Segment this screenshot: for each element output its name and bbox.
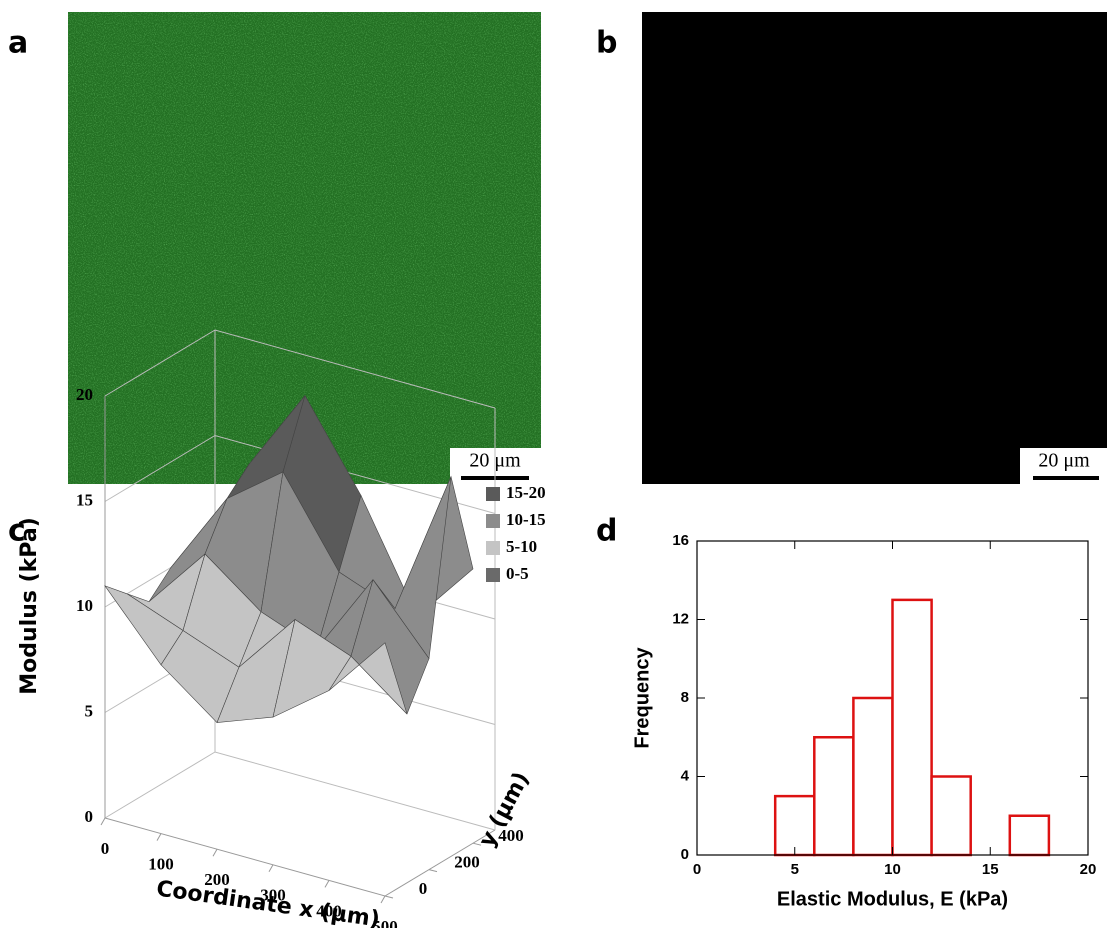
legend-swatch [486,568,500,582]
y-tick-label: 8 [681,689,689,706]
y-axis-label: Frequency [631,647,653,749]
x-tick-label: 500 [372,917,398,928]
tick-mark [100,817,106,826]
panel-label: c [8,514,26,549]
x-tick-label: 0 [693,861,701,878]
tick-mark [212,848,218,857]
z-tick-label: 5 [85,701,94,720]
x-tick-label: 5 [791,861,799,878]
scale-bar-label: 20 μm [1038,450,1090,472]
z-tick-label: 15 [76,490,93,509]
surface-patch [328,642,408,715]
legend-label: 15-20 [506,483,546,502]
scale-bar [1033,476,1099,480]
axis-line [384,829,496,897]
bar [930,775,972,857]
y-tick-label: 4 [681,767,690,784]
legend-label: 10-15 [506,510,546,529]
x-tick-label: 15 [982,861,999,878]
x-tick-label: 400 [316,901,342,920]
tick-mark [268,864,274,873]
tick-mark [156,833,162,841]
x-tick-label: 20 [1080,861,1097,878]
bar [891,598,933,857]
z-tick-label: 0 [85,807,94,826]
x-tick-label: 300 [260,886,286,905]
bar [773,794,816,857]
panel-label: a [8,26,28,61]
grid-line [104,751,496,831]
legend-swatch [486,514,500,528]
x-tick-label: 0 [101,839,110,858]
legend-label: 0-5 [506,564,529,583]
y-tick-label: 400 [498,826,524,845]
tick-mark [380,895,386,904]
x-axis-label: Elastic Modulus, E (kPa) [777,888,1008,910]
bar [852,696,894,857]
panel-label: b [596,26,617,61]
legend-swatch [486,487,500,501]
y-tick-label: 0 [681,846,689,863]
tick-mark [384,895,394,899]
panel-label: d [596,514,617,549]
x-tick-label: 100 [148,855,174,874]
z-tick-label: 10 [76,596,93,615]
y-tick-label: 200 [454,853,480,872]
axis-line [104,817,386,897]
tick-mark [428,869,438,873]
tick-mark [324,880,330,888]
bar [1008,814,1051,857]
fluorescence-image [642,12,1107,484]
z-tick-label: 20 [76,385,93,404]
x-tick-label: 10 [884,861,901,878]
z-axis-label: Modulus (kPa) [17,517,42,695]
y-tick-label: 0 [419,879,428,898]
legend-swatch [486,541,500,555]
tick-mark [472,842,482,846]
bar [813,736,855,857]
x-tick-label: 200 [204,870,230,889]
x-axis-label: Coordinate x (μm) [155,876,381,928]
y-tick-label: 12 [672,610,689,627]
y-tick-label: 16 [672,532,689,549]
legend-label: 5-10 [506,537,537,556]
